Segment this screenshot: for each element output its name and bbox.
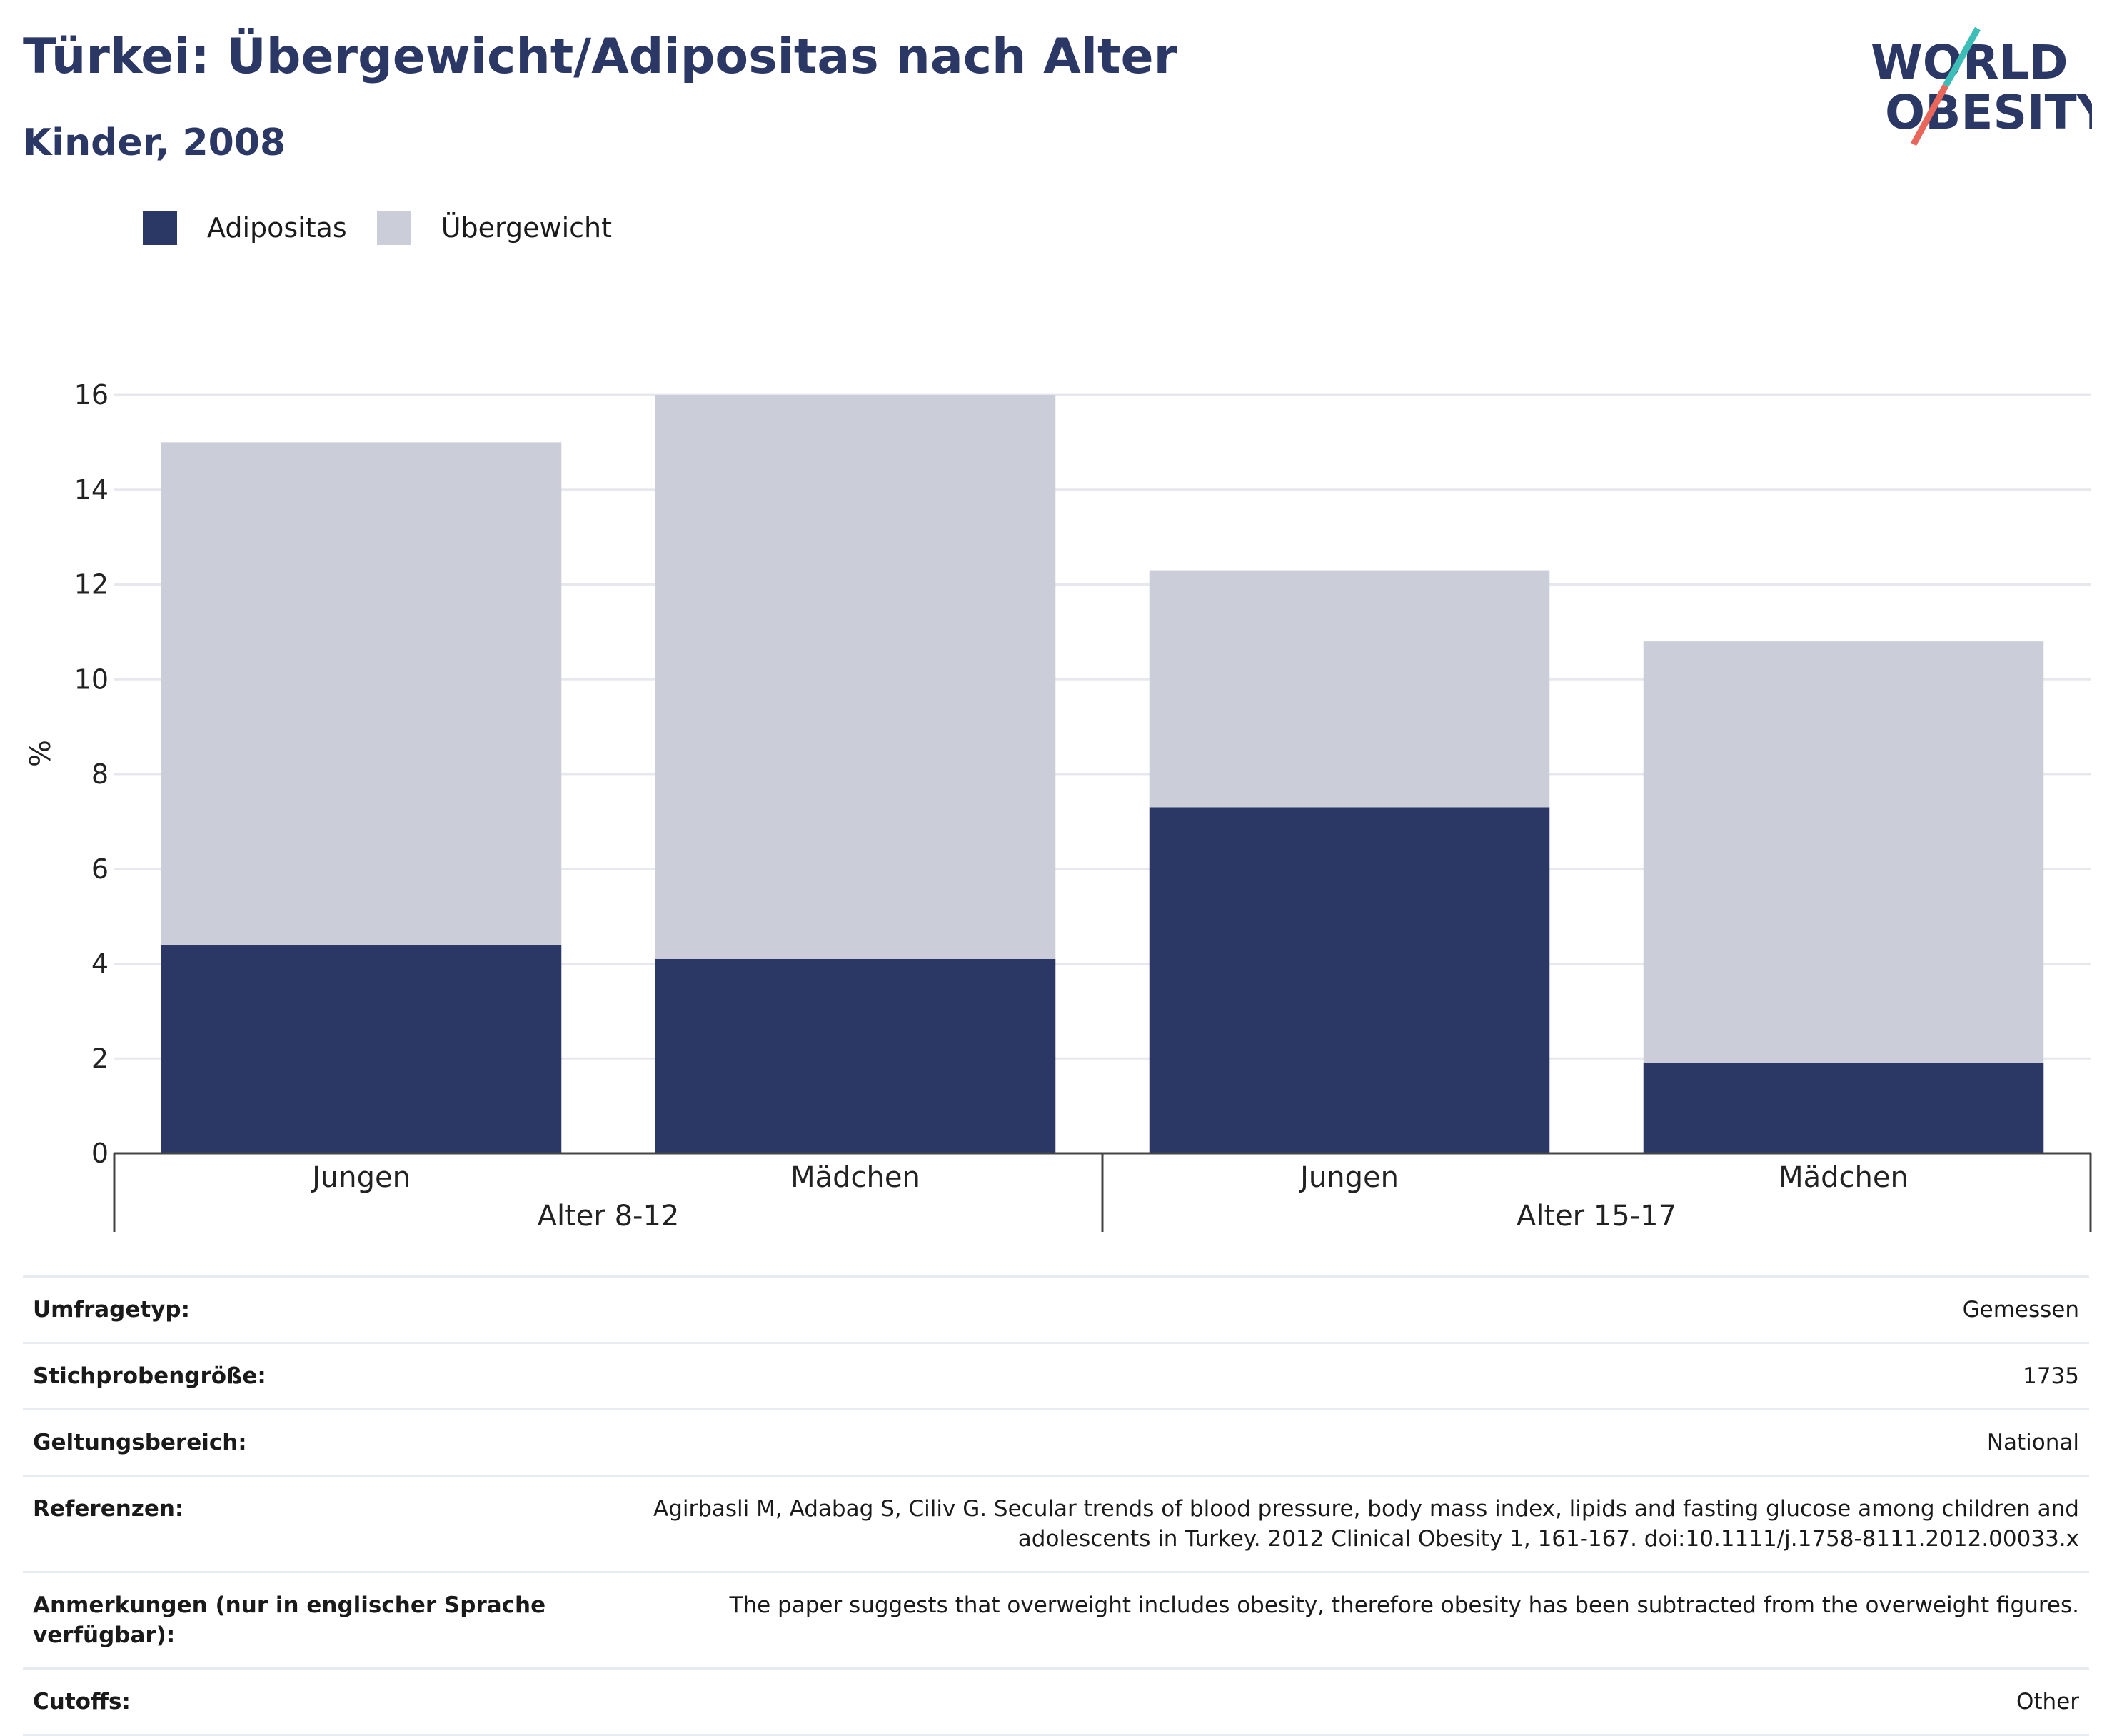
info-row: Umfragetyp: Gemessen bbox=[23, 1275, 2089, 1342]
bar-overweight bbox=[1149, 570, 1550, 808]
info-row: Geltungsbereich: National bbox=[23, 1408, 2089, 1475]
y-axis-label: % bbox=[24, 740, 57, 767]
x-tick-label: Mädchen bbox=[1779, 1161, 1909, 1194]
info-label: Cutoffs: bbox=[33, 1689, 131, 1715]
world-obesity-logo: WORLD OBESITY bbox=[1871, 26, 2092, 146]
chart-legend: Adipositas Übergewicht bbox=[143, 211, 642, 245]
y-tick-label: 8 bbox=[91, 758, 109, 790]
y-tick-label: 6 bbox=[91, 853, 109, 885]
info-label: Geltungsbereich: bbox=[33, 1430, 247, 1455]
chart-subtitle: Kinder, 2008 bbox=[23, 121, 286, 164]
info-row: Anmerkungen (nur in englischer Sprache v… bbox=[23, 1571, 2089, 1667]
bar-obesity bbox=[655, 958, 1056, 1153]
bar-obesity bbox=[1643, 1063, 2044, 1153]
info-row: Referenzen: Agirbasli M, Adabag S, Ciliv… bbox=[23, 1475, 2089, 1571]
info-value: Other bbox=[2016, 1689, 2079, 1715]
info-label: Stichprobengröße: bbox=[33, 1363, 266, 1389]
bar-chart: 0 2 4 6 8 10 12 14 16% Jungen Mädchen Jungen Mädchen… bbox=[24, 379, 2092, 1233]
x-tick-label: Jungen bbox=[310, 1161, 411, 1194]
y-tick-label: 16 bbox=[74, 379, 109, 411]
legend-item-overweight[interactable]: Übergewicht bbox=[376, 211, 612, 245]
y-tick-label: 14 bbox=[74, 474, 109, 506]
y-tick-label: 0 bbox=[91, 1138, 109, 1169]
info-row: Stichprobengröße: 1735 bbox=[23, 1342, 2089, 1408]
bar-overweight bbox=[161, 442, 562, 945]
chart-title: Türkei: Übergewicht/Adipositas nach Alte… bbox=[23, 29, 1178, 85]
x-tick-label: Mädchen bbox=[790, 1161, 920, 1194]
bar-obesity bbox=[1149, 807, 1550, 1153]
legend-label-obesity: Adipositas bbox=[207, 212, 347, 244]
y-tick-label: 10 bbox=[74, 663, 109, 695]
info-value: The paper suggests that overweight inclu… bbox=[729, 1592, 2079, 1618]
info-value: Gemessen bbox=[1962, 1297, 2079, 1323]
info-value: 1735 bbox=[2023, 1363, 2079, 1389]
y-tick-label: 2 bbox=[91, 1043, 109, 1074]
info-value: National bbox=[1986, 1430, 2079, 1455]
info-row: Cutoffs: Other bbox=[23, 1667, 2089, 1736]
y-tick-label: 4 bbox=[91, 948, 109, 980]
bar-overweight bbox=[655, 395, 1056, 959]
legend-swatch-obesity bbox=[143, 211, 177, 245]
bar-overweight bbox=[1643, 641, 2044, 1063]
info-table: Umfragetyp: Gemessen Stichprobengröße: 1… bbox=[23, 1275, 2089, 1736]
legend-label-overweight: Übergewicht bbox=[441, 212, 612, 244]
info-label: Anmerkungen (nur in englischer Sprache v… bbox=[33, 1592, 546, 1648]
legend-item-obesity[interactable]: Adipositas bbox=[143, 211, 347, 245]
info-value: Agirbasli M, Adabag S, Ciliv G. Secular … bbox=[653, 1496, 2079, 1552]
group-label: Alter 15-17 bbox=[1517, 1200, 1676, 1233]
group-label: Alter 8-12 bbox=[538, 1200, 680, 1233]
info-label: Referenzen: bbox=[33, 1496, 184, 1522]
y-tick-label: 12 bbox=[74, 569, 109, 601]
legend-swatch-overweight bbox=[376, 211, 411, 245]
x-tick-label: Jungen bbox=[1298, 1161, 1399, 1194]
bar-obesity bbox=[161, 944, 562, 1153]
info-label: Umfragetyp: bbox=[33, 1297, 190, 1323]
